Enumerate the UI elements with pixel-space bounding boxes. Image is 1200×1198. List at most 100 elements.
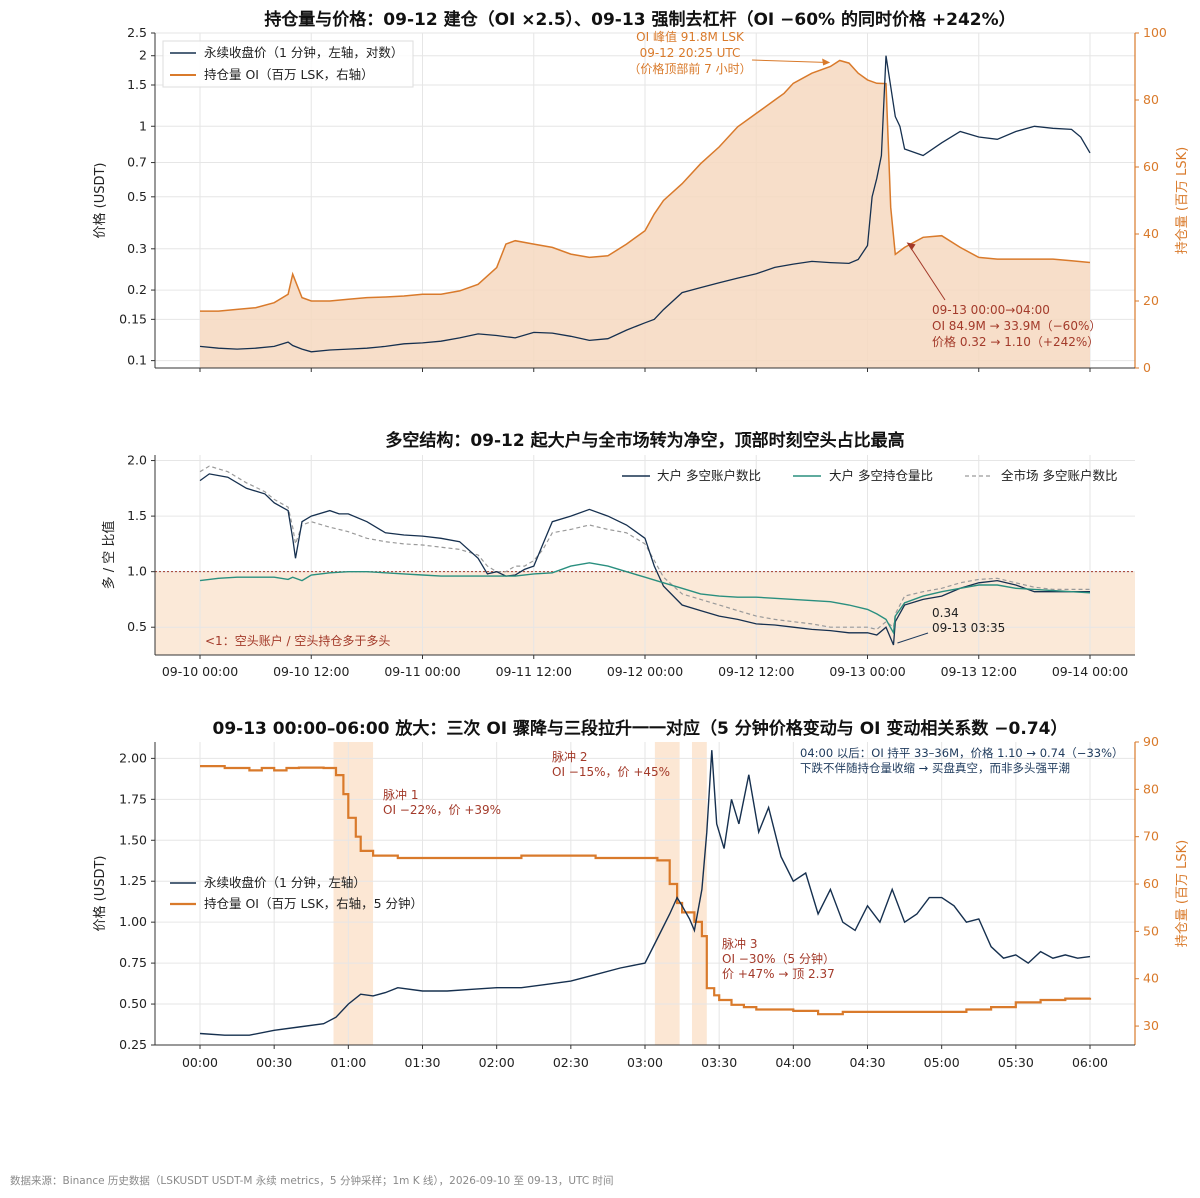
x-tick-label: 04:30	[849, 1055, 885, 1070]
annotation-after-0400: 下跌不伴随持仓量收缩 → 买盘真空，而非多头强平潮	[800, 761, 1070, 775]
x-tick-label: 05:00	[924, 1055, 960, 1070]
y-tick-label-right: 0	[1143, 360, 1151, 375]
y-tick-label: 0.15	[119, 311, 147, 326]
y-axis-title: 价格 (USDT)	[92, 856, 108, 932]
x-tick-label: 09-14 00:00	[1052, 664, 1128, 679]
x-tick-label: 09-11 12:00	[496, 664, 572, 679]
annotation-deleverage: 价格 0.32 → 1.10（+242%）	[932, 334, 1099, 349]
annotation-pulse-2: OI −15%，价 +45%	[552, 765, 670, 779]
y-axis-title: 多 / 空 比值	[101, 521, 117, 590]
annotation-oi-peak: （价格顶部前 7 小时）	[628, 61, 751, 76]
y-tick-label-right: 70	[1143, 829, 1159, 844]
annotation-arrowhead	[906, 242, 916, 251]
legend-label: 永续收盘价（1 分钟，左轴，对数）	[204, 45, 403, 60]
panel-title: 多空结构：09-12 起大户与全市场转为净空，顶部时刻空头占比最高	[385, 430, 904, 451]
y-tick-label-right: 100	[1143, 25, 1167, 40]
data-source-footer: 数据来源：Binance 历史数据（LSKUSDT USDT-M 永续 metr…	[10, 1175, 614, 1187]
annotation-arrowhead	[822, 58, 831, 66]
x-tick-label: 09-13 12:00	[941, 664, 1017, 679]
y-tick-label-right: 90	[1143, 734, 1159, 749]
y-tick-label: 0.7	[127, 155, 147, 170]
x-tick-label: 05:30	[998, 1055, 1034, 1070]
y-tick-label: 1.00	[119, 914, 147, 929]
annotation-arrow	[908, 244, 946, 301]
y-tick-label: 0.25	[119, 1037, 147, 1052]
y-tick-label-right: 50	[1143, 923, 1159, 938]
panel-long-short: 0.5 1.0 1.5 2.0 09-10 00:00 09-10 12:00 09-11 …	[101, 430, 1135, 679]
y-tick-label: 2.5	[127, 25, 147, 40]
annotation-arrow	[897, 632, 929, 644]
annotation-pulse-1: OI −22%，价 +39%	[383, 803, 501, 817]
x-tick-label: 01:00	[330, 1055, 366, 1070]
y-tick-label: 1.0	[127, 564, 147, 579]
legend-label: 持仓量 OI（百万 LSK，右轴）	[204, 67, 374, 82]
y-tick-label: 0.1	[127, 353, 147, 368]
y-tick-label: 1.5	[127, 77, 147, 92]
series-top-position-ratio	[199, 562, 1091, 636]
x-tick-label: 02:00	[479, 1055, 515, 1070]
x-tick-label: 01:30	[404, 1055, 440, 1070]
x-tick-label: 00:00	[182, 1055, 218, 1070]
pulse-band	[654, 742, 680, 1045]
price-series-line	[199, 750, 1091, 1036]
annotation-arrow	[751, 59, 829, 63]
x-tick-label: 09-10 00:00	[162, 664, 238, 679]
annotation-min-ratio: 09-13 03:35	[932, 621, 1005, 635]
annotation-oi-peak: 09-12 20:25 UTC	[640, 46, 741, 60]
y-tick-label: 2.00	[119, 750, 147, 765]
annotation-deleverage: OI 84.9M → 33.9M（−60%）	[932, 319, 1101, 333]
legend-label: 持仓量 OI（百万 LSK，右轴，5 分钟）	[204, 896, 423, 911]
annotation-pulse-3: 脉冲 3	[722, 936, 757, 951]
annotation-pulse-3: OI −30%（5 分钟）	[722, 951, 835, 966]
y-tick-label: 1.75	[119, 791, 147, 806]
annotation-min-ratio: 0.34	[932, 606, 959, 620]
panel-zoom: 0.25 0.50 0.75 1.00 1.25 1.50 1.75 2.00 30 40 50 60…	[92, 718, 1190, 1070]
x-tick-label: 09-10 12:00	[273, 664, 349, 679]
y-tick-label: 2.0	[127, 453, 147, 468]
y-axis-title-right: 持仓量 (百万 LSK)	[1175, 147, 1190, 254]
panel-title: 09-13 00:00–06:00 放大：三次 OI 骤降与三段拉升一一对应（5…	[212, 718, 1067, 739]
y-tick-label-right: 40	[1143, 226, 1159, 241]
series-market-account-ratio	[199, 465, 1090, 631]
x-tick-label: 09-12 00:00	[607, 664, 683, 679]
y-tick-label-right: 80	[1143, 781, 1159, 796]
y-tick-label: 0.5	[127, 619, 147, 634]
price-series-line	[199, 55, 1091, 353]
y-tick-label: 0.5	[127, 189, 147, 204]
annotation-pulse-3: 价 +47% → 顶 2.37	[722, 967, 835, 981]
legend-label: 大户 多空持仓量比	[829, 468, 933, 483]
y-tick-label: 0.75	[119, 955, 147, 970]
y-tick-label-right: 40	[1143, 971, 1159, 986]
annotation-pulse-1: 脉冲 1	[383, 787, 418, 802]
annotation-pulse-2: 脉冲 2	[552, 749, 587, 764]
y-tick-label: 0.3	[127, 241, 147, 256]
annotation-oi-peak: OI 峰值 91.8M LSK	[636, 29, 745, 44]
legend-label: 永续收盘价（1 分钟，左轴）	[204, 875, 366, 890]
short-zone-label: <1：空头账户 / 空头持仓多于多头	[205, 633, 390, 648]
panel-oi-price: 0.1 0.15 0.2 0.3 0.5 0.7 1 1.5 2 2.5 0 20 40 60 80 100 价…	[92, 9, 1190, 375]
y-tick-label: 1.5	[127, 508, 147, 523]
x-tick-label: 06:00	[1072, 1055, 1108, 1070]
series-top-account-ratio	[199, 473, 1090, 646]
y-tick-label-right: 20	[1143, 293, 1159, 308]
oi-step-line	[200, 765, 1092, 1016]
x-tick-label: 03:00	[627, 1055, 663, 1070]
y-tick-label: 1.50	[119, 832, 147, 847]
y-tick-label: 1.25	[119, 873, 147, 888]
y-tick-label-right: 60	[1143, 159, 1159, 174]
y-axis-title: 价格 (USDT)	[92, 163, 108, 239]
x-tick-label: 03:30	[701, 1055, 737, 1070]
y-tick-label: 0.50	[119, 996, 147, 1011]
annotation-deleverage: 09-13 00:00→04:00	[932, 303, 1050, 317]
x-tick-label: 04:00	[775, 1055, 811, 1070]
y-tick-label-right: 30	[1143, 1018, 1159, 1033]
annotation-after-0400: 04:00 以后：OI 持平 33–36M，价格 1.10 → 0.74（−33…	[800, 746, 1124, 760]
x-tick-label: 09-11 00:00	[384, 664, 460, 679]
y-tick-label: 0.2	[127, 282, 147, 297]
x-tick-label: 00:30	[256, 1055, 292, 1070]
y-tick-label-right: 80	[1143, 92, 1159, 107]
x-tick-label: 09-12 12:00	[718, 664, 794, 679]
x-tick-label: 09-13 00:00	[829, 664, 905, 679]
legend-label: 全市场 多空账户数比	[1001, 468, 1117, 483]
